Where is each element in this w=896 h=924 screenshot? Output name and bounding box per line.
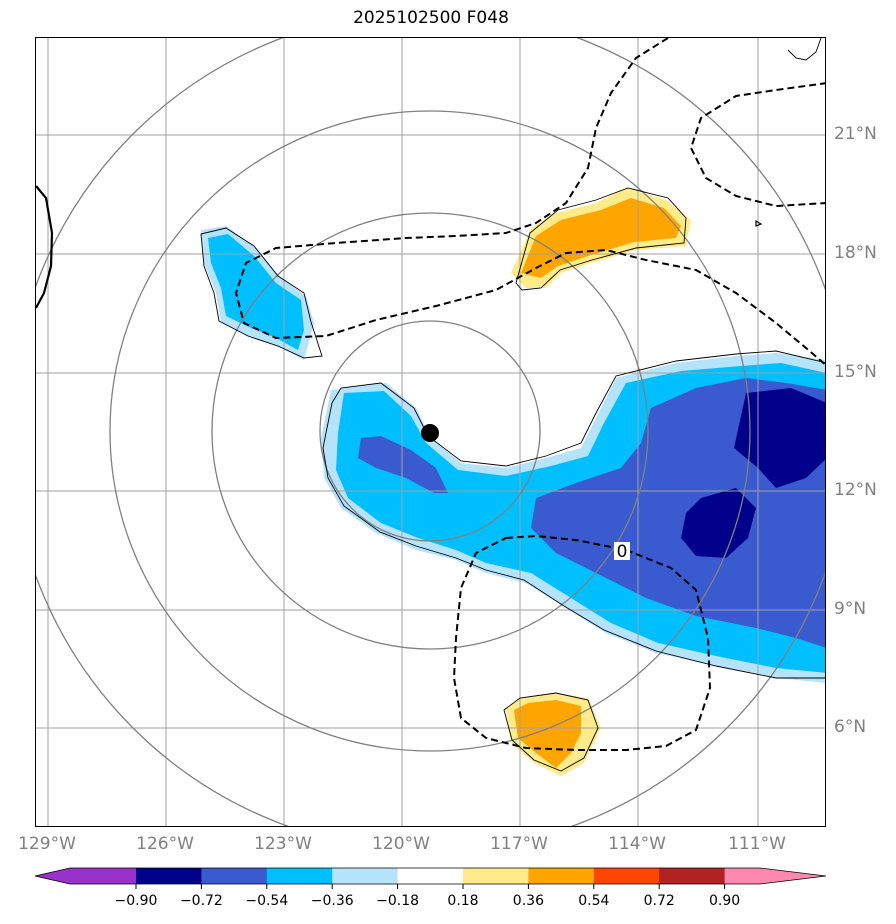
thin-contour [322,402,825,679]
colorbar-tick-label: −0.54 [245,893,289,909]
lat-label: 12°N [834,480,877,500]
thin-contour [787,38,822,61]
island-outline [755,219,763,227]
colorbar-tick-label: −0.90 [114,893,158,909]
range-ring [211,212,649,650]
negative-anomaly-core-inner-west [358,436,448,493]
storm-center-dot-icon[interactable] [421,424,439,442]
negative-anomaly-region-west-core [208,234,304,350]
colorbar-swatch [463,868,529,884]
dashed-zero-contours [234,38,825,751]
colorbar-swatch [659,868,726,884]
thin-contour [503,692,599,772]
colorbar-swatch [136,868,202,884]
colorbar-tick-label: 0.36 [512,893,544,909]
lon-label: 123°W [254,834,312,854]
colorbar-swatch [397,868,464,884]
colorbar-tick-label: 0.18 [447,893,479,909]
range-rings [36,38,825,826]
shaded-fields [201,188,825,776]
colorbar-swatch [201,868,268,884]
range-ring [109,110,751,752]
colorbar-swatch [266,868,333,884]
colorbar-swatch [528,868,595,884]
coastline [36,185,54,309]
colorbar-tick-label: −0.72 [179,893,223,909]
strong-negative-anomaly-core-a [734,388,825,488]
zero-contour [452,534,712,751]
colorbar-tick-label: 0.72 [643,893,675,909]
positive-anomaly-core-north [521,198,681,278]
strong-negative-anomaly-core-b [681,488,756,558]
colorbar [34,867,827,889]
colorbar-extension-low [35,868,136,884]
contour-label-background [614,542,630,560]
lon-label: 111°W [728,834,786,854]
colorbar-tick-label: 0.90 [709,893,741,909]
map-title: 2025102500 F048 [353,8,509,28]
lon-label: 126°W [136,834,194,854]
lat-label: 18°N [834,243,877,263]
thin-contour [200,227,323,359]
colorbar-swatch [593,868,660,884]
lat-label: 6°N [834,717,867,737]
thin-contour [331,350,825,467]
lon-label: 114°W [608,834,666,854]
thin-contour [515,187,687,291]
colorbar-tick-label: −0.36 [310,893,354,909]
zero-contour [234,38,825,366]
contour-label-group: 0 [614,542,630,562]
graticule [36,38,825,826]
range-ring [319,320,541,542]
lat-label: 15°N [834,362,877,382]
positive-anomaly-core-south [514,700,581,768]
colorbar-ticks [135,884,726,889]
lon-label: 120°W [372,834,430,854]
map-panel[interactable]: 0 [35,37,826,827]
lon-label: 117°W [490,834,548,854]
map-canvas: 0 [36,38,825,826]
colorbar-extension-high [724,868,826,884]
lat-label: 9°N [834,599,867,619]
colorbar-swatches [35,868,826,884]
colorbar-tick-label: 0.54 [578,893,610,909]
colorbar-outline [34,867,827,885]
colorbar-tick-label: −0.18 [376,893,420,909]
lon-label: 129°W [18,834,76,854]
lat-label: 21°N [834,124,877,144]
contour-label: 0 [617,542,628,562]
colorbar-swatch [332,868,399,884]
thin-contours [200,38,825,772]
